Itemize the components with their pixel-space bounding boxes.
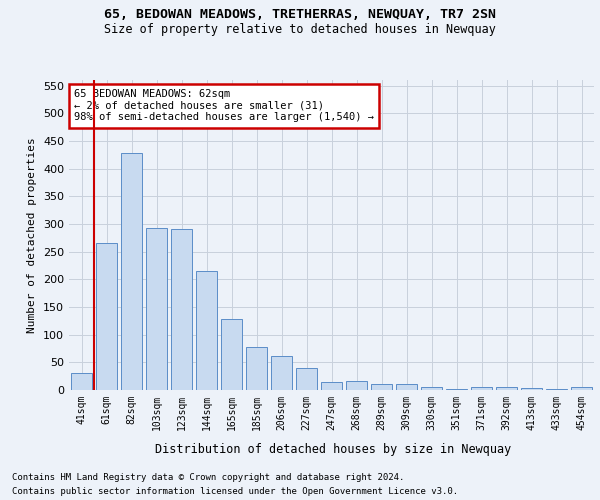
Bar (446, 389, 467, 390)
Bar (471, 387, 492, 390)
Bar (321, 382, 342, 390)
Bar (71, 374, 92, 390)
Text: Distribution of detached houses by size in Newquay: Distribution of detached houses by size … (155, 442, 511, 456)
Bar (496, 386, 517, 390)
Text: Contains HM Land Registry data © Crown copyright and database right 2024.: Contains HM Land Registry data © Crown c… (12, 472, 404, 482)
Bar (371, 384, 392, 390)
Text: Size of property relative to detached houses in Newquay: Size of property relative to detached ho… (104, 22, 496, 36)
Bar (546, 389, 567, 390)
Y-axis label: Number of detached properties: Number of detached properties (28, 137, 37, 333)
Text: 65 BEDOWAN MEADOWS: 62sqm
← 2% of detached houses are smaller (31)
98% of semi-d: 65 BEDOWAN MEADOWS: 62sqm ← 2% of detach… (74, 90, 374, 122)
Bar (121, 153, 142, 390)
Bar (421, 387, 442, 390)
Bar (146, 228, 167, 390)
Bar (521, 388, 542, 390)
Bar (271, 356, 292, 390)
Bar (96, 244, 117, 390)
Bar (571, 387, 592, 390)
Text: Contains public sector information licensed under the Open Government Licence v3: Contains public sector information licen… (12, 488, 458, 496)
Bar (346, 380, 367, 390)
Bar (396, 384, 417, 390)
Bar (246, 348, 267, 390)
Bar (196, 271, 217, 390)
Bar (221, 319, 242, 390)
Text: 65, BEDOWAN MEADOWS, TRETHERRAS, NEWQUAY, TR7 2SN: 65, BEDOWAN MEADOWS, TRETHERRAS, NEWQUAY… (104, 8, 496, 20)
Bar (171, 230, 192, 390)
Bar (296, 368, 317, 390)
